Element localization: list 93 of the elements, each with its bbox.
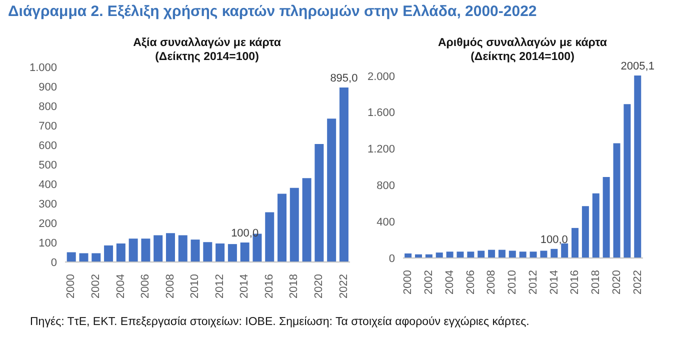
- data-label: 100,0: [540, 234, 568, 246]
- bar: [228, 244, 237, 262]
- y-tick-label: 400: [376, 216, 395, 228]
- x-tick-label: 2016: [569, 270, 582, 294]
- x-tick-label: 2002: [90, 274, 102, 298]
- x-tick-label: 2022: [632, 270, 644, 294]
- bar: [166, 233, 175, 262]
- y-tick-label: 800: [376, 180, 395, 192]
- bar: [550, 248, 558, 258]
- bar: [190, 240, 200, 262]
- y-tick-label: 1.200: [367, 144, 395, 156]
- text: Πηγές: ΤτΕ, ΕΚΤ. Επεξεργασία στοιχείων: ΙΟΒΕ. Σημείωση: Τα στοιχεία αφορούν εγχώριες κάρτες.: [30, 316, 530, 328]
- y-tick-label: 0: [388, 252, 395, 265]
- x-tick-label: 2008: [164, 274, 176, 298]
- data-label: 2005,1: [620, 60, 654, 72]
- chart-subtitle: (Δείκτης 2014=100): [470, 51, 574, 63]
- bar: [624, 104, 631, 258]
- bar: [572, 228, 579, 258]
- bar: [302, 178, 312, 262]
- bar: [265, 212, 274, 262]
- x-tick-label: 2010: [506, 270, 519, 294]
- x-tick-label: 2018: [288, 274, 300, 298]
- bar: [278, 194, 287, 262]
- bar: [327, 118, 336, 262]
- bar: [154, 235, 163, 262]
- y-tick-label: 400: [38, 178, 57, 191]
- x-tick-label: 2004: [444, 270, 456, 294]
- y-tick-label: 200: [38, 218, 57, 230]
- bar: [488, 250, 496, 258]
- bar: [582, 206, 589, 258]
- bar: [79, 253, 88, 262]
- bar: [178, 235, 188, 262]
- bar: [592, 193, 600, 258]
- data-label: 100,0: [231, 228, 259, 240]
- x-tick-label: 2012: [214, 274, 226, 298]
- y-tick-label: 700: [38, 120, 57, 132]
- x-tick-label: 2000: [65, 274, 78, 298]
- bar: [498, 250, 506, 258]
- bar: [602, 176, 610, 258]
- y-tick-label: 2.000: [367, 70, 395, 83]
- y-tick-label: 600: [38, 140, 57, 152]
- x-tick-label: 2000: [402, 270, 414, 294]
- bar: [216, 243, 225, 262]
- bar: [141, 238, 150, 262]
- bar: [446, 252, 454, 258]
- x-tick-label: 2002: [423, 270, 436, 294]
- bar: [540, 250, 548, 258]
- bar: [456, 252, 464, 258]
- bar: [290, 188, 299, 262]
- bar: [128, 238, 138, 262]
- x-tick-label: 2020: [610, 270, 623, 294]
- y-tick-label: 1.600: [367, 107, 395, 120]
- bar: [519, 252, 526, 258]
- x-tick-label: 2012: [527, 270, 540, 294]
- x-tick-label: 2014: [238, 274, 251, 298]
- bar: [467, 252, 474, 258]
- bar: [634, 75, 642, 258]
- bar: [561, 243, 568, 258]
- bar: [314, 144, 324, 262]
- x-tick-label: 2008: [486, 270, 498, 294]
- chart-title: Αξία συναλλαγών με κάρτα: [132, 36, 282, 50]
- y-tick-label: 500: [38, 159, 57, 172]
- x-tick-label: 2006: [464, 270, 477, 294]
- y-tick-label: 300: [38, 198, 57, 210]
- x-tick-label: 2016: [263, 274, 276, 298]
- bar: [530, 252, 537, 258]
- bar: [116, 243, 126, 262]
- bar: [66, 252, 76, 262]
- bar: [104, 245, 114, 262]
- x-tick-label: 2010: [189, 274, 202, 298]
- x-tick-label: 2004: [114, 274, 127, 298]
- bar: [240, 242, 250, 262]
- bar: [613, 143, 620, 258]
- y-tick-label: 900: [38, 81, 57, 94]
- y-tick-label: 100: [38, 237, 57, 250]
- x-tick-label: 2006: [140, 274, 152, 298]
- bar: [339, 87, 348, 262]
- x-tick-label: 2022: [338, 274, 350, 298]
- y-tick-label: 0: [50, 256, 57, 269]
- bar: [436, 252, 443, 258]
- chart-title: Αριθμός συναλλαγών με κάρτα: [437, 36, 608, 50]
- bar: [478, 250, 485, 258]
- bar: [92, 253, 101, 262]
- bar: [508, 250, 516, 258]
- bar: [203, 242, 212, 262]
- x-tick-label: 2018: [590, 270, 602, 294]
- data-label: 895,0: [330, 72, 358, 84]
- x-tick-label: 2020: [313, 274, 326, 298]
- chart-subtitle: (Δείκτης 2014=100): [155, 51, 259, 63]
- y-tick-label: 1.000: [29, 62, 57, 74]
- y-tick-label: 800: [38, 100, 57, 113]
- x-tick-label: 2014: [548, 270, 560, 294]
- text: Διάγραμμα 2. Εξέλιξη χρήσης καρτών πληρωμών στην Ελλάδα, 2000-2022: [8, 3, 537, 20]
